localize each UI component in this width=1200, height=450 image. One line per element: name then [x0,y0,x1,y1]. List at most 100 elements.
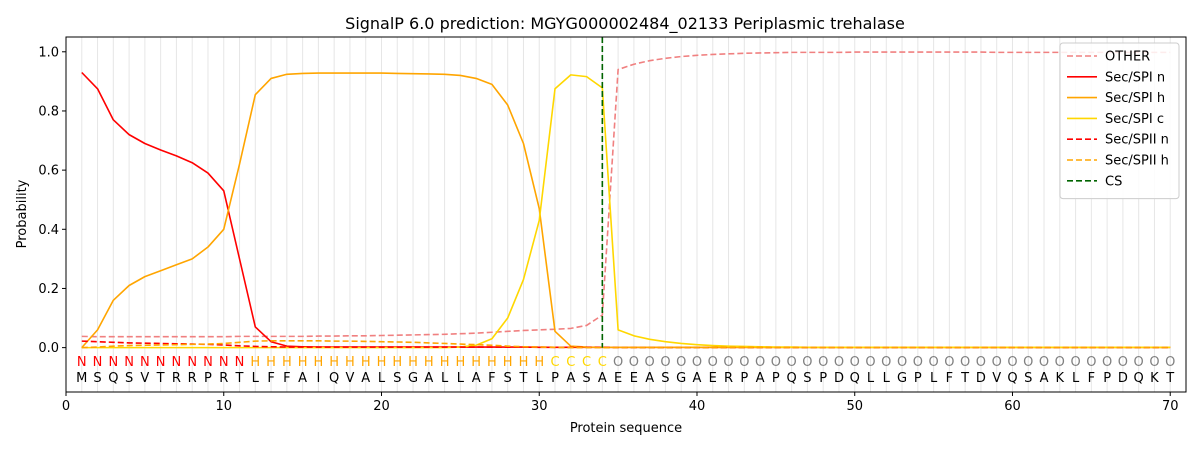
grid-lines [81,37,1171,392]
residue-letter: K [1056,371,1065,386]
region-label: C [550,355,559,370]
region-label: N [156,355,166,370]
residue-letter: L [867,371,875,386]
residue-letter: I [316,371,320,386]
residue-letter: V [345,371,354,386]
y-tick-label: 1.0 [38,45,59,60]
region-label: O [645,355,655,370]
region-label: O [771,355,781,370]
region-label: N [124,355,134,370]
region-label: O [850,355,860,370]
y-tick-label: 0.4 [38,223,59,238]
legend-label: Sec/SPII h [1105,154,1169,169]
region-label: O [960,355,970,370]
y-tick-label: 0.0 [38,341,59,356]
y-axis: 0.0 0.2 0.4 0.6 0.8 1.0 [38,45,66,356]
x-axis-label: Protein sequence [570,421,682,436]
residue-letter: F [283,371,290,386]
chart-title: SignalP 6.0 prediction: MGYG000002484_02… [345,14,905,34]
region-label: C [582,355,591,370]
y-tick-label: 0.6 [38,164,59,179]
residue-letter: D [976,371,986,386]
residue-letter: Q [1007,371,1017,386]
residue-letter: V [140,371,149,386]
residue-letter: D [834,371,844,386]
residue-letter: L [252,371,260,386]
region-label: H [250,355,260,370]
residue-letter: L [378,371,386,386]
residue-letter: P [551,371,559,386]
residue-letter: P [204,371,212,386]
residue-letter: A [424,371,433,386]
region-label: H [408,355,418,370]
region-label: H [455,355,465,370]
residue-letter: K [1150,371,1159,386]
residue-letter: L [930,371,938,386]
region-label: N [77,355,87,370]
legend: OTHER Sec/SPI n Sec/SPI h Sec/SPI c Sec/SPII… [1059,42,1180,200]
y-tick-label: 0.2 [38,282,59,297]
residue-letter: E [709,371,717,386]
region-label: H [440,355,450,370]
region-label: O [944,355,954,370]
region-label: N [235,355,245,370]
residue-letter: T [518,371,527,386]
residue-letter: D [1118,371,1128,386]
series-line [81,340,1171,349]
x-tick-label: 20 [373,399,390,414]
region-label: N [219,355,229,370]
residue-letter: R [172,371,181,386]
region-label: O [723,355,733,370]
region-label: H [424,355,434,370]
region-label: H [487,355,497,370]
region-label: O [1086,355,1096,370]
region-label: H [329,355,339,370]
region-label: O [739,355,749,370]
region-label: H [471,355,481,370]
x-tick-label: 60 [1004,399,1021,414]
region-label: O [1055,355,1065,370]
region-label: N [140,355,150,370]
residue-letter: L [536,371,544,386]
x-tick-label: 30 [531,399,548,414]
residue-letter: L [883,371,891,386]
region-label: H [314,355,324,370]
region-label: H [361,355,371,370]
residue-letter: Q [787,371,797,386]
x-tick-label: 0 [62,399,70,414]
region-label: O [660,355,670,370]
residue-letter: A [598,371,607,386]
region-label: O [629,355,639,370]
region-label: O [787,355,797,370]
residue-letter: F [488,371,495,386]
legend-label: Sec/SPII n [1105,133,1169,148]
residue-letter: L [457,371,465,386]
residue-letter: A [693,371,702,386]
series-line [81,71,1171,349]
x-tick-label: 50 [846,399,863,414]
residue-letter: S [803,371,811,386]
region-label: N [93,355,103,370]
region-label: O [676,355,686,370]
region-label: H [266,355,276,370]
residue-letter: G [408,371,418,386]
region-label: O [976,355,986,370]
y-tick-label: 0.8 [38,104,59,119]
residue-letter: A [566,371,575,386]
residue-letter: T [156,371,165,386]
residue-letter: F [267,371,274,386]
residue-letter: M [76,371,87,386]
residue-letter: V [992,371,1001,386]
residue-letter: F [1088,371,1095,386]
residue-letter: P [772,371,780,386]
residue-letter: L [441,371,449,386]
legend-label: Sec/SPI c [1105,112,1164,127]
residue-letter: T [235,371,244,386]
region-label: O [708,355,718,370]
x-axis: 0 10 20 30 40 50 60 70 [62,392,1178,414]
region-label: O [692,355,702,370]
series-line [81,72,1171,349]
residue-letter: Q [1134,371,1144,386]
